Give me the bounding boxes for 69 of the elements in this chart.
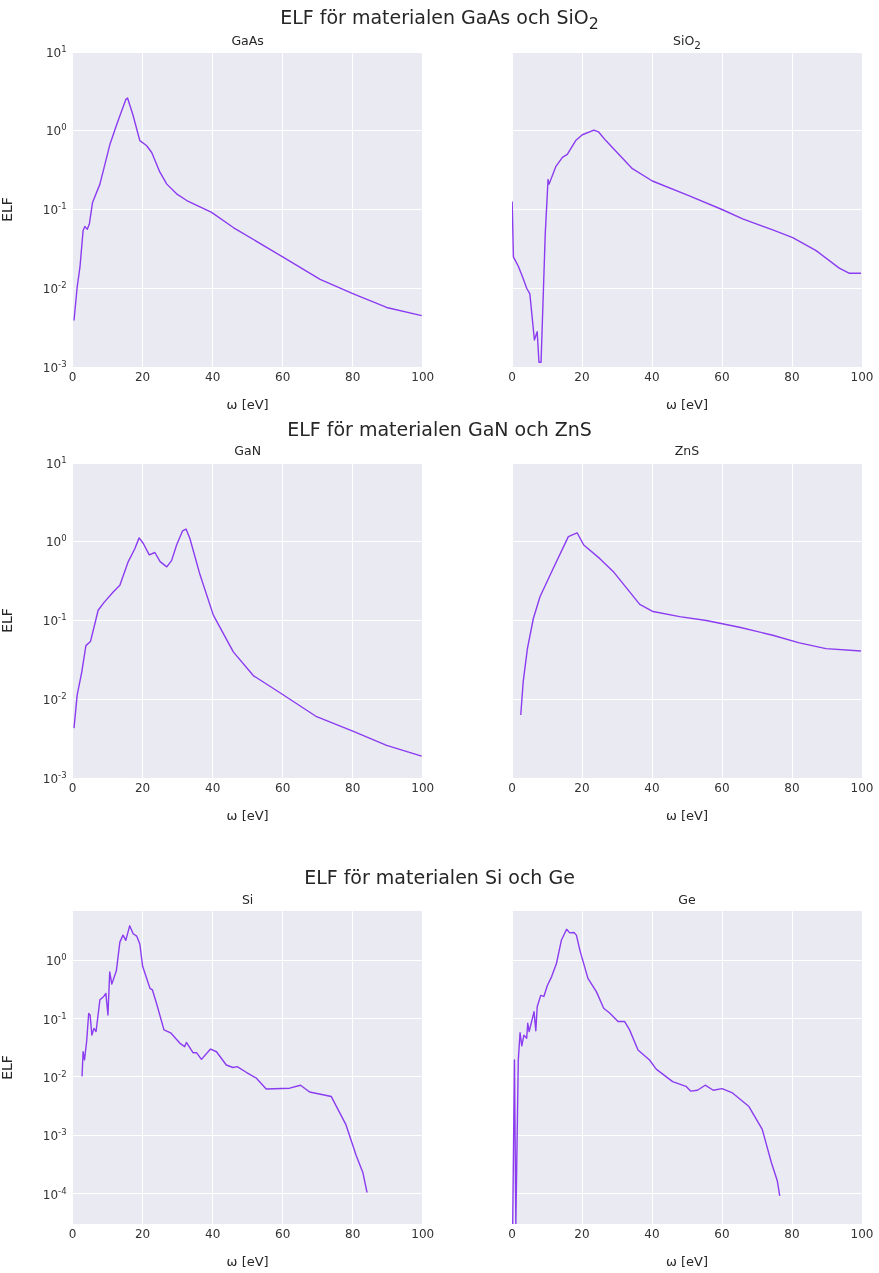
x-tick-label: 20 bbox=[134, 1227, 151, 1242]
x-tick-label: 0 bbox=[68, 780, 77, 795]
x-tick-label: 40 bbox=[205, 1227, 221, 1242]
x-tick-label: 60 bbox=[275, 1227, 291, 1242]
x-axis-title: ω [eV] bbox=[665, 1253, 709, 1269]
x-axis-title: ω [eV] bbox=[226, 396, 269, 412]
x-tick-label: 20 bbox=[574, 1227, 590, 1242]
x-tick-label: 0 bbox=[68, 1227, 77, 1242]
y-tick-label: 10$^{-2}$ bbox=[42, 279, 67, 296]
y-tick-label: 10$^{1}$ bbox=[45, 454, 67, 471]
x-tick-label: 40 bbox=[205, 370, 221, 385]
x-tick-label: 40 bbox=[644, 370, 660, 385]
x-tick-label: 100 bbox=[411, 780, 435, 795]
chart-title: ELF för materialen Si och Ge bbox=[304, 866, 575, 888]
chart-title: ELF för materialen GaAs och SiO$_{2}$ bbox=[280, 6, 599, 33]
x-tick-label: 20 bbox=[134, 370, 151, 385]
x-tick-label: 80 bbox=[784, 780, 800, 795]
x-tick-label: 40 bbox=[644, 1227, 660, 1242]
x-tick-label: 80 bbox=[345, 1227, 361, 1242]
x-tick-label: 100 bbox=[850, 370, 874, 385]
chart-subtitle: GaAs bbox=[231, 33, 264, 48]
x-axis-title: ω [eV] bbox=[226, 1253, 269, 1269]
y-tick-label: 10$^{-2}$ bbox=[42, 1068, 67, 1085]
y-tick-label: 10$^{-1}$ bbox=[42, 612, 67, 628]
chart-subtitle: Si bbox=[241, 892, 254, 907]
y-tick-label: 10$^{-4}$ bbox=[42, 1185, 67, 1202]
x-tick-label: 60 bbox=[275, 370, 291, 385]
chart-subtitle: Ge bbox=[678, 892, 696, 907]
x-tick-label: 0 bbox=[508, 780, 516, 795]
x-axis-title: ω [eV] bbox=[226, 807, 269, 823]
chart-subtitle: ZnS bbox=[674, 443, 700, 458]
y-axis-title: ELF bbox=[0, 196, 16, 222]
x-axis-title: ω [eV] bbox=[665, 396, 709, 412]
chart-subtitle: SiO$_{2}$ bbox=[673, 33, 701, 51]
y-axis-title: ELF bbox=[0, 607, 16, 633]
x-tick-label: 100 bbox=[850, 780, 874, 795]
y-tick-label: 10$^{1}$ bbox=[45, 43, 67, 60]
y-tick-label: 10$^{0}$ bbox=[45, 952, 67, 969]
x-tick-label: 80 bbox=[784, 370, 800, 385]
y-tick-label: 10$^{-1}$ bbox=[42, 201, 67, 218]
x-tick-label: 60 bbox=[714, 370, 730, 385]
x-tick-label: 80 bbox=[345, 780, 361, 795]
x-tick-label: 100 bbox=[411, 370, 435, 385]
y-tick-label: 10$^{-3}$ bbox=[42, 1127, 67, 1144]
chart-subtitle: GaN bbox=[234, 443, 261, 458]
x-tick-label: 0 bbox=[68, 370, 77, 385]
x-tick-label: 40 bbox=[205, 780, 221, 795]
y-tick-label: 10$^{-3}$ bbox=[42, 358, 67, 375]
x-tick-label: 100 bbox=[850, 1227, 874, 1242]
y-tick-label: 10$^{-2}$ bbox=[42, 690, 67, 707]
x-axis-title: ω [eV] bbox=[665, 807, 709, 823]
x-tick-label: 60 bbox=[714, 1227, 730, 1242]
y-tick-label: 10$^{0}$ bbox=[45, 122, 67, 139]
x-tick-label: 60 bbox=[275, 780, 291, 795]
x-tick-label: 0 bbox=[508, 1227, 516, 1242]
y-tick-label: 10$^{-1}$ bbox=[42, 1010, 67, 1027]
x-tick-label: 80 bbox=[784, 1227, 800, 1242]
x-tick-label: 60 bbox=[714, 780, 730, 795]
x-tick-label: 20 bbox=[574, 780, 590, 795]
y-tick-label: 10$^{-3}$ bbox=[42, 769, 67, 786]
x-tick-label: 80 bbox=[345, 370, 361, 385]
x-tick-label: 0 bbox=[508, 370, 516, 385]
x-tick-label: 20 bbox=[574, 370, 590, 385]
x-tick-label: 40 bbox=[644, 780, 660, 795]
chart-title: ELF för materialen GaN och ZnS bbox=[287, 418, 592, 440]
y-tick-label: 10$^{0}$ bbox=[45, 533, 67, 550]
x-tick-label: 100 bbox=[411, 1227, 435, 1242]
x-tick-label: 20 bbox=[134, 780, 151, 795]
y-axis-title: ELF bbox=[0, 1055, 16, 1080]
